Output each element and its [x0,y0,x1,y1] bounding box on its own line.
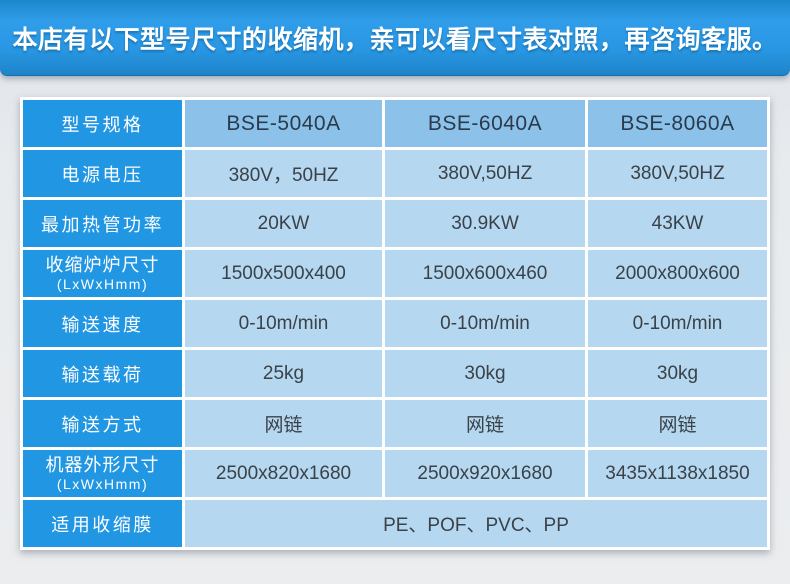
spec-cell: 30kg [385,350,585,397]
spec-cell: 43KW [588,200,767,247]
table-header-row: 型号规格 BSE-5040A BSE-6040A BSE-8060A [23,100,767,147]
table-row: 输送速度 0-10m/min 0-10m/min 0-10m/min [23,300,767,347]
model-name-cell: BSE-5040A [185,100,382,147]
row-label-text: 收缩炉炉尺寸 [45,254,160,275]
row-label-heating-power: 最加热管功率 [23,200,182,247]
row-label-unit-text: (LxWxHmm) [56,475,149,492]
row-label-power-voltage: 电源电压 [23,150,182,197]
spec-cell: 25kg [185,350,382,397]
spec-cell: 1500x600x460 [385,250,585,297]
spec-cell: 3435x1138x1850 [588,450,767,497]
row-label-film-type: 适用收缩膜 [23,500,182,547]
spec-cell: 网链 [588,400,767,447]
spec-cell: 1500x500x400 [185,250,382,297]
spec-cell: 30kg [588,350,767,397]
spec-cell: 网链 [185,400,382,447]
row-label-conveyor-load: 输送载荷 [23,350,182,397]
model-name-cell: BSE-8060A [588,100,767,147]
spec-cell: 0-10m/min [185,300,382,347]
spec-cell-merged: PE、POF、PVC、PP [185,500,767,547]
spec-cell: 0-10m/min [385,300,585,347]
row-label-text: 机器外形尺寸 [45,454,160,475]
spec-cell: 0-10m/min [588,300,767,347]
table-row: 最加热管功率 20KW 30.9KW 43KW [23,200,767,247]
row-label-conveyor-type: 输送方式 [23,400,182,447]
spec-cell: 网链 [385,400,585,447]
promo-banner-text: 本店有以下型号尺寸的收缩机，亲可以看尺寸表对照，再咨询客服。 [12,25,778,54]
row-label-conveyor-speed: 输送速度 [23,300,182,347]
row-label-model-spec: 型号规格 [23,100,182,147]
row-label-unit-text: (LxWxHmm) [56,275,149,292]
row-label-machine-size: 机器外形尺寸 (LxWxHmm) [23,450,182,497]
table-row: 输送方式 网链 网链 网链 [23,400,767,447]
spec-cell: 20KW [185,200,382,247]
table-row: 电源电压 380V，50HZ 380V,50HZ 380V,50HZ [23,150,767,197]
spec-cell: 380V,50HZ [385,150,585,197]
table-row: 输送载荷 25kg 30kg 30kg [23,350,767,397]
promo-banner: 本店有以下型号尺寸的收缩机，亲可以看尺寸表对照，再咨询客服。 [0,0,790,76]
table-row: 适用收缩膜 PE、POF、PVC、PP [23,500,767,547]
spec-cell: 380V,50HZ [588,150,767,197]
spec-cell: 380V，50HZ [185,150,382,197]
table-row: 机器外形尺寸 (LxWxHmm) 2500x820x1680 2500x920x… [23,450,767,497]
table-row: 收缩炉炉尺寸 (LxWxHmm) 1500x500x400 1500x600x4… [23,250,767,297]
spec-cell: 2500x920x1680 [385,450,585,497]
model-name-cell: BSE-6040A [385,100,585,147]
spec-cell: 2500x820x1680 [185,450,382,497]
spec-table: 型号规格 BSE-5040A BSE-6040A BSE-8060A 电源电压 … [20,97,770,550]
row-label-oven-size: 收缩炉炉尺寸 (LxWxHmm) [23,250,182,297]
spec-cell: 30.9KW [385,200,585,247]
spec-cell: 2000x800x600 [588,250,767,297]
